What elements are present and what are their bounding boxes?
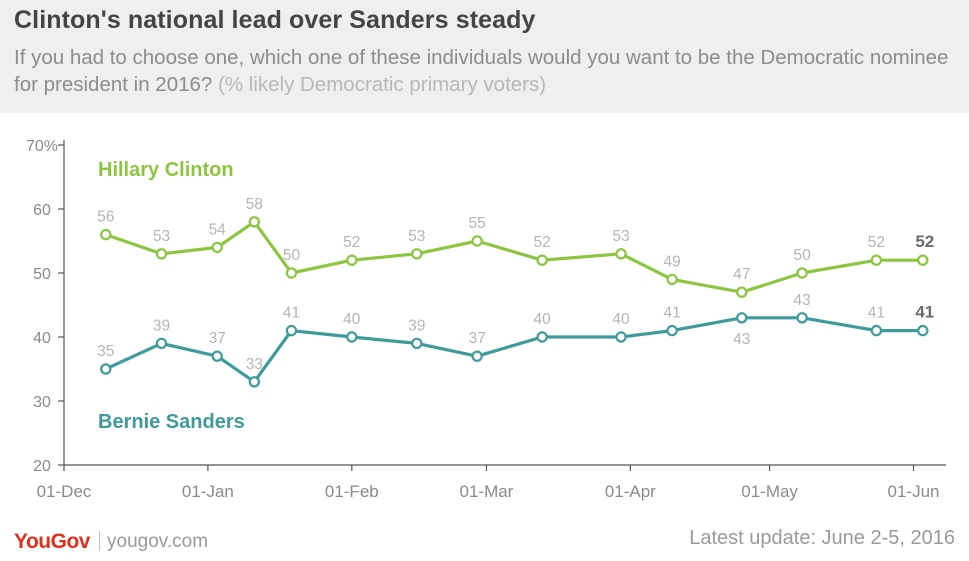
x-tick-label: 01-Dec (37, 482, 92, 501)
data-label: 52 (534, 234, 551, 251)
data-label: 56 (97, 209, 114, 226)
footer-site-link[interactable]: yougov.com (107, 531, 209, 552)
data-label: 53 (408, 228, 425, 245)
chart-subtitle: If you had to choose one, which one of t… (14, 44, 954, 98)
data-point (285, 267, 298, 279)
subtitle-note: (% likely Democratic primary voters) (218, 73, 547, 96)
data-label: 52 (868, 234, 885, 251)
data-point (666, 273, 678, 286)
data-label: 37 (209, 330, 226, 347)
data-point (211, 350, 223, 362)
chart-title: Clinton's national lead over Sanders ste… (14, 6, 536, 34)
data-label: 41 (915, 303, 934, 322)
data-point (615, 331, 627, 343)
data-point (248, 216, 261, 228)
data-point (536, 331, 548, 343)
x-tick-label: 01-Mar (460, 482, 514, 501)
data-label: 41 (663, 305, 680, 322)
data-point (285, 324, 298, 337)
data-point (917, 254, 929, 266)
y-tick-label: 60 (33, 202, 51, 219)
y-tick-label: 70% (26, 138, 58, 155)
data-point (615, 248, 627, 260)
data-point (100, 363, 112, 375)
data-label: 37 (469, 330, 486, 347)
data-label: 47 (733, 266, 750, 283)
data-point (736, 286, 748, 298)
data-point (870, 324, 883, 337)
data-label: 40 (612, 311, 630, 328)
data-point (155, 248, 168, 260)
data-label: 41 (868, 305, 885, 322)
data-label: 41 (283, 305, 300, 322)
data-label: 35 (97, 343, 114, 360)
data-label: 40 (534, 311, 552, 328)
data-point (666, 324, 678, 337)
data-point (471, 235, 483, 247)
data-label: 49 (663, 253, 680, 270)
data-point (796, 267, 808, 279)
y-tick-label: 40 (33, 330, 51, 347)
y-tick-label: 30 (33, 394, 51, 411)
data-label: 39 (153, 317, 170, 334)
latest-update: Latest update: June 2-5, 2016 (689, 527, 955, 549)
subtitle-question: If you had to choose one, which one of t… (14, 46, 949, 96)
data-label: 52 (915, 232, 934, 251)
data-point (411, 337, 423, 350)
yougov-logo: YouGov (14, 530, 90, 553)
data-point (736, 312, 748, 324)
series-label-sanders: Bernie Sanders (98, 411, 245, 433)
data-label: 53 (612, 228, 629, 245)
data-label: 33 (246, 356, 263, 373)
data-label: 50 (793, 247, 811, 264)
x-tick-label: 01-May (741, 482, 798, 501)
data-point (100, 228, 112, 241)
x-tick-label: 01-Apr (605, 482, 656, 501)
data-label: 54 (209, 221, 227, 238)
data-point (248, 376, 261, 388)
data-point (346, 254, 358, 266)
data-label: 52 (343, 234, 360, 251)
x-tick-label: 01-Jun (888, 482, 940, 501)
y-tick-label: 50 (33, 266, 51, 283)
data-label: 39 (408, 317, 425, 334)
data-point (870, 254, 883, 266)
data-label: 58 (246, 196, 263, 213)
footer-divider (99, 531, 100, 551)
x-tick-label: 01-Feb (325, 482, 379, 501)
data-label: 53 (153, 228, 170, 245)
data-point (471, 350, 483, 362)
y-tick-label: 20 (33, 458, 51, 475)
data-point (211, 241, 223, 254)
data-label: 43 (793, 292, 810, 309)
data-label: 43 (733, 331, 750, 348)
data-point (917, 324, 929, 337)
data-label: 40 (343, 311, 361, 328)
data-point (346, 331, 358, 343)
data-label: 55 (469, 215, 486, 232)
x-tick-label: 01-Jan (182, 482, 234, 501)
chart-header: Clinton's national lead over Sanders ste… (0, 0, 969, 113)
data-point (411, 248, 423, 260)
data-point (796, 312, 808, 324)
data-point (155, 337, 168, 350)
series-label-clinton: Hillary Clinton (98, 159, 234, 181)
data-label: 50 (283, 247, 301, 264)
data-point (536, 254, 548, 266)
series-line-sanders (105, 316, 923, 384)
